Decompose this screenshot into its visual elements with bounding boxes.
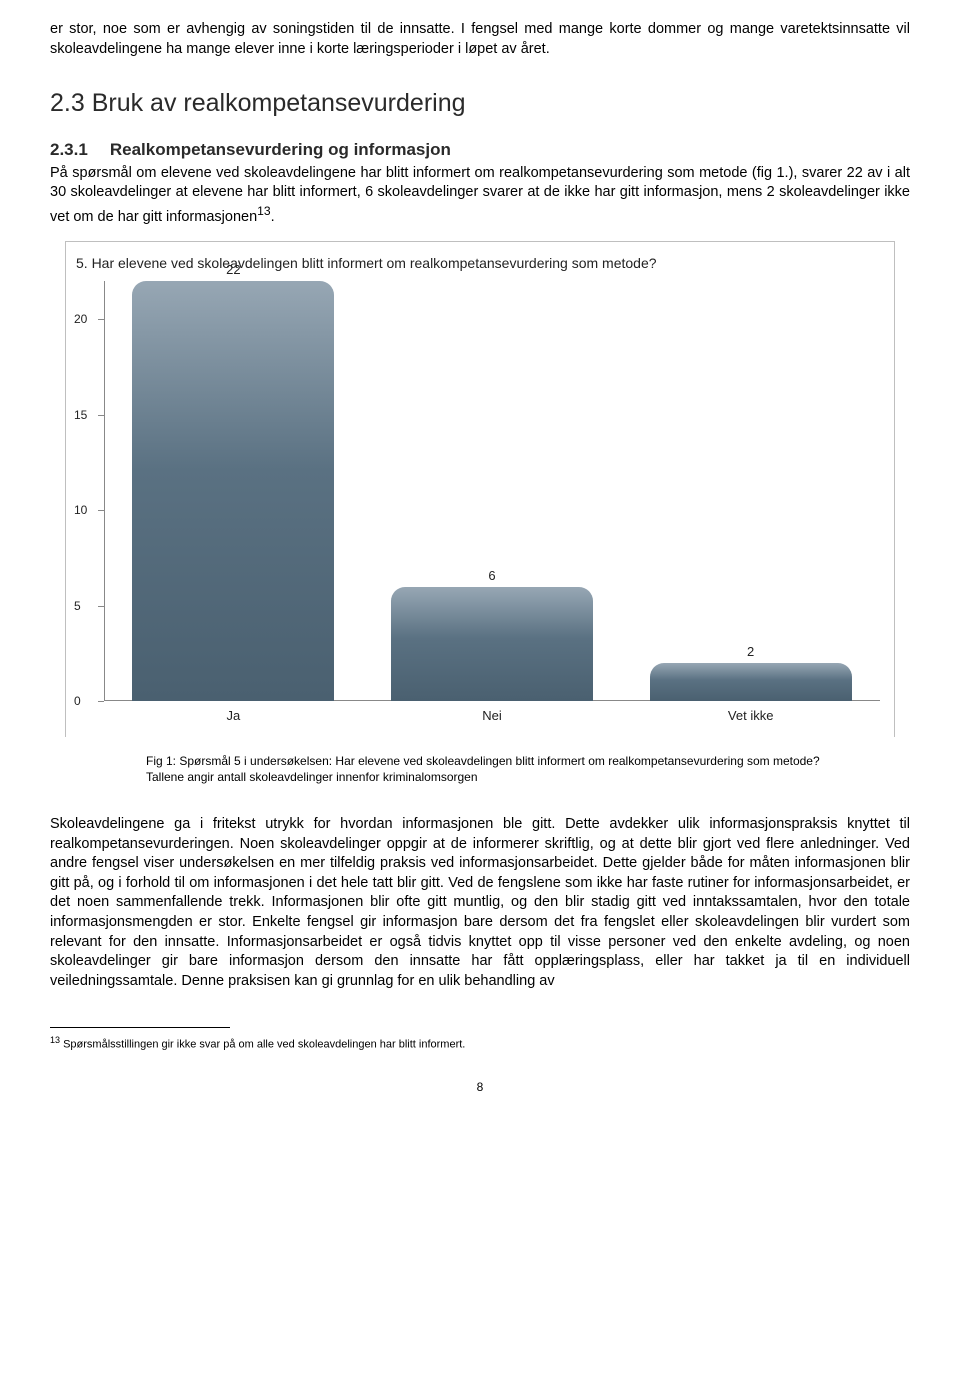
bar-value-label: 22 [132, 261, 334, 279]
subsection-number: 2.3.1 [50, 140, 88, 159]
bar: 2 [650, 663, 852, 701]
intro-paragraph: er stor, noe som er avhengig av soningst… [50, 20, 910, 59]
page-number: 8 [50, 1079, 910, 1095]
bar: 22 [132, 281, 334, 701]
section-heading-2-3: 2.3 Bruk av realkompetansevurdering [50, 87, 910, 121]
y-tick-label: 10 [74, 502, 87, 518]
subsection-heading-2-3-1: 2.3.1 Realkompetansevurdering og informa… [50, 139, 910, 162]
caption-line-1: Fig 1: Spørsmål 5 i undersøkelsen: Har e… [146, 754, 820, 768]
y-tick-label: 5 [74, 598, 81, 614]
figure-caption: Fig 1: Spørsmål 5 i undersøkelsen: Har e… [146, 753, 886, 785]
bar-slot: 22 [104, 281, 363, 701]
x-tick-label: Nei [363, 707, 622, 725]
x-tick-label: Ja [104, 707, 363, 725]
bar-slot: 2 [621, 281, 880, 701]
caption-line-2: Tallene angir antall skoleavdelinger inn… [146, 770, 478, 784]
y-tick [98, 701, 104, 702]
bar-value-label: 6 [391, 567, 593, 585]
x-tick-label: Vet ikke [621, 707, 880, 725]
bars-container: 22 6 2 [104, 281, 880, 701]
bar-slot: 6 [363, 281, 622, 701]
bar: 6 [391, 587, 593, 702]
x-labels: JaNeiVet ikke [104, 701, 880, 737]
y-tick-label: 15 [74, 407, 87, 423]
chart-plot-area: 05101520 2262 [104, 281, 880, 701]
body-paragraph-3: Skoleavdelingene ga i fritekst utrykk fo… [50, 815, 910, 991]
bar-value-label: 2 [650, 643, 852, 661]
subsection-para: På spørsmål om elevene ved skoleavdeling… [50, 164, 910, 228]
footnote-ref-13: 13 [257, 204, 270, 218]
para2-body: På spørsmål om elevene ved skoleavdeling… [50, 165, 910, 225]
bar-chart-fig1: 5. Har elevene ved skoleavdelingen blitt… [65, 241, 895, 736]
para2-tail: . [271, 209, 275, 225]
footnote-rule [50, 1027, 230, 1028]
footnote-13: 13 Spørsmålsstillingen gir ikke svar på … [50, 1034, 910, 1053]
subsection-title: Realkompetansevurdering og informasjon [110, 140, 451, 159]
y-tick-label: 0 [74, 693, 81, 709]
footnote-number: 13 [50, 1035, 60, 1045]
y-tick-label: 20 [74, 311, 87, 327]
footnote-text: Spørsmålsstillingen gir ikke svar på om … [60, 1039, 465, 1051]
